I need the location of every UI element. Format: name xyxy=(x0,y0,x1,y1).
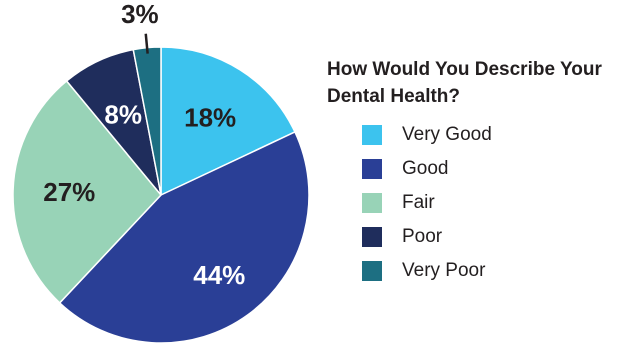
data-label-good: 44% xyxy=(193,260,245,290)
data-label-fair: 27% xyxy=(43,177,95,207)
pie-slice-fair xyxy=(12,79,162,304)
legend-item-poor: Poor xyxy=(362,220,492,254)
legend-title: How Would You Describe Your Dental Healt… xyxy=(327,59,602,107)
legend-swatch-very-good xyxy=(362,125,382,145)
pie-slice-good xyxy=(58,130,310,343)
legend-label-good: Good xyxy=(402,158,449,179)
legend: Very Good Good Fair Poor Very Poor xyxy=(362,118,492,288)
pie-slices xyxy=(12,46,310,343)
data-label-poor: 8% xyxy=(104,100,142,130)
legend-swatch-very-poor xyxy=(362,261,382,281)
legend-swatch-good xyxy=(362,159,382,179)
legend-item-good: Good xyxy=(362,152,492,186)
leader-line-very-poor xyxy=(144,33,149,54)
legend-item-very-good: Very Good xyxy=(362,118,492,152)
data-label-very-good: 18% xyxy=(184,103,236,133)
legend-swatch-poor xyxy=(362,227,382,247)
pie-labels: 18% 44% 27% 8% 3% xyxy=(43,0,245,290)
legend-item-very-poor: Very Poor xyxy=(362,254,492,288)
data-label-very-poor: 3% xyxy=(121,0,159,29)
legend-label-poor: Poor xyxy=(402,226,443,247)
legend-item-fair: Fair xyxy=(362,186,492,220)
pie-slice-very-good xyxy=(160,46,296,197)
legend-label-fair: Fair xyxy=(402,192,435,213)
legend-swatch-fair xyxy=(362,193,382,213)
legend-label-very-good: Very Good xyxy=(402,124,492,145)
legend-label-very-poor: Very Poor xyxy=(402,260,486,281)
